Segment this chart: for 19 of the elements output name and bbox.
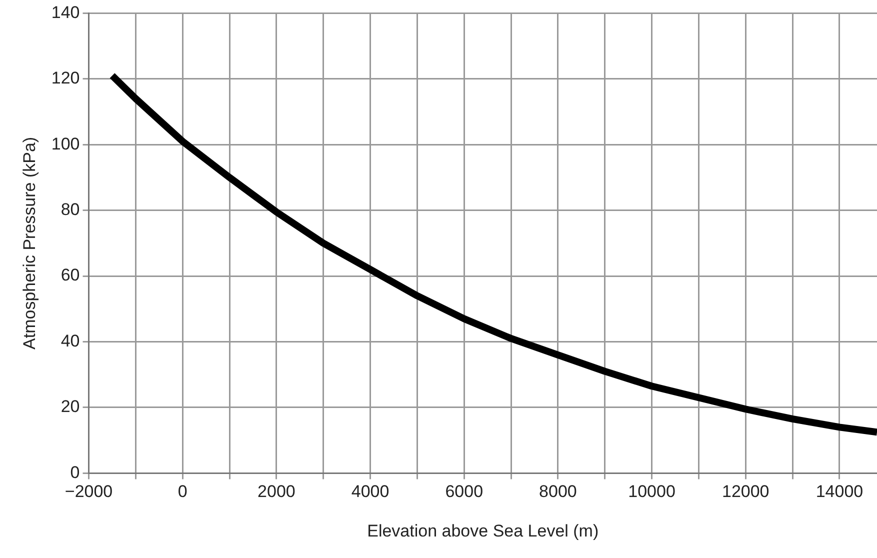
- y-tick-label: 60: [60, 266, 80, 285]
- y-tick-label: 20: [60, 397, 80, 416]
- y-tick-label: 40: [60, 331, 80, 350]
- x-tick-label: 0: [178, 482, 188, 502]
- y-tick-label: 140: [51, 2, 80, 22]
- x-tick-label: 2000: [258, 482, 296, 502]
- y-tick-label: 120: [51, 68, 80, 88]
- x-axis-title: Elevation above Sea Level (m): [367, 521, 599, 540]
- y-tick-label: 0: [70, 462, 80, 482]
- x-tick-label: 4000: [351, 482, 390, 502]
- x-tick-label: 10000: [628, 482, 676, 502]
- x-tick-label: 12000: [722, 482, 770, 502]
- y-tick-label: 100: [51, 134, 80, 154]
- y-axis-title: Atmospheric Pressure (kPa): [20, 136, 39, 350]
- x-tick-label: 8000: [539, 482, 577, 502]
- x-tick-label: 6000: [445, 482, 484, 502]
- x-tick-label: −2000: [64, 482, 113, 502]
- y-tick-label: 80: [60, 200, 80, 220]
- x-tick-label: 14000: [816, 482, 864, 502]
